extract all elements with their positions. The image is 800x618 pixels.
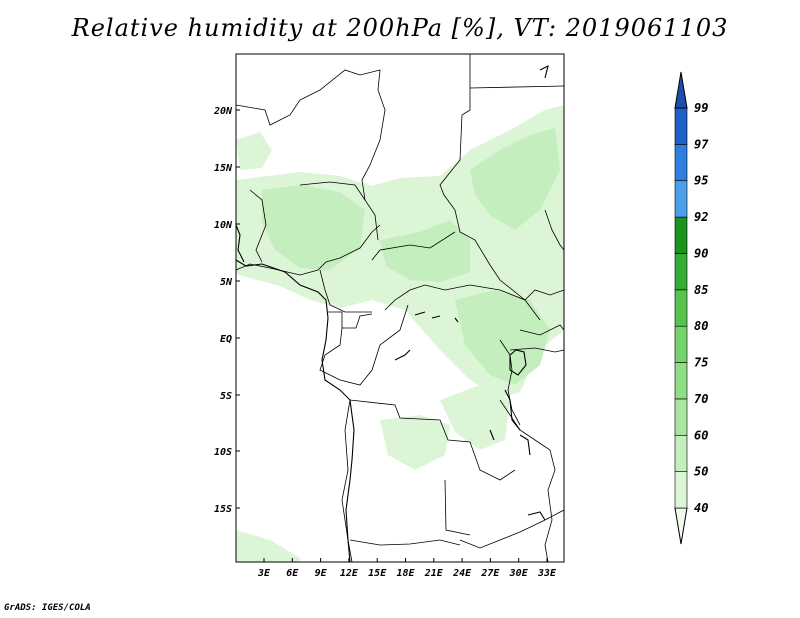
colorbar-label: 60 (694, 428, 708, 442)
credit-label: GrADS: IGES/COLA (4, 603, 91, 613)
colorbar-label: 97 (694, 137, 709, 151)
axis-labels: 20N 15N 10N 5N EQ 5S 10S 15S 3E 6E 9E 12E 15E 18E 21E 2… (213, 106, 557, 579)
lon-tick-label: 3E (257, 568, 271, 579)
colorbar-segment (674, 289, 688, 327)
map-frame (235, 53, 565, 563)
country-borders (235, 54, 565, 563)
lat-tick-label: 15S (214, 504, 232, 515)
colorbar-segment (674, 216, 688, 254)
lat-tick-label: 15N (214, 163, 233, 174)
coastlines (235, 64, 549, 563)
colorbar-label: 92 (694, 210, 708, 224)
lat-tick-label: 5S (220, 391, 232, 402)
colorbar-segment (674, 507, 688, 545)
colorbar-label: 50 (694, 465, 708, 479)
colorbar-segment (674, 434, 688, 472)
colorbar-segment (674, 107, 688, 145)
lon-tick-label: 12E (340, 568, 359, 579)
lon-tick-label: 24E (452, 568, 472, 579)
colorbar-label: 70 (694, 392, 708, 406)
lon-tick-label: 30E (509, 568, 529, 579)
colorbar-segment (674, 325, 688, 363)
lon-tick-label: 15E (368, 568, 387, 579)
lon-tick-label: 6E (286, 568, 299, 579)
colorbar-segment (674, 253, 688, 291)
lon-tick-label: 9E (315, 568, 328, 579)
lat-tick-label: 10S (214, 447, 232, 458)
colorbar-label: 99 (694, 101, 708, 115)
lat-tick-label: 20N (213, 106, 233, 117)
colorbar-segment (674, 362, 688, 400)
colorbar-label: 80 (694, 319, 708, 333)
colorbar-label: 95 (694, 174, 708, 188)
colorbar-segment (674, 71, 688, 109)
lon-tick-label: 27E (480, 568, 500, 579)
lat-tick-label: 10N (214, 220, 233, 231)
lon-tick-label: 18E (396, 568, 415, 579)
colorbar: 40 50 60 70 75 80 85 90 92 95 97 99 (674, 71, 709, 545)
colorbar-segment (674, 398, 688, 436)
lon-tick-label: 33E (537, 568, 557, 579)
colorbar-segment (674, 144, 688, 182)
colorbar-segment (674, 471, 688, 509)
colorbar-label: 40 (694, 501, 708, 515)
colorbar-segment (674, 180, 688, 218)
colorbar-label: 90 (694, 246, 708, 260)
lat-tick-label: 5N (220, 277, 233, 288)
map-title: Relative humidity at 200hPa [%], VT: 201… (71, 14, 729, 42)
colorbar-label: 85 (694, 283, 708, 297)
lat-tick-label: EQ (220, 334, 232, 345)
humidity-shading (236, 105, 564, 562)
colorbar-label: 75 (694, 356, 708, 370)
lon-tick-label: 21E (424, 568, 444, 579)
